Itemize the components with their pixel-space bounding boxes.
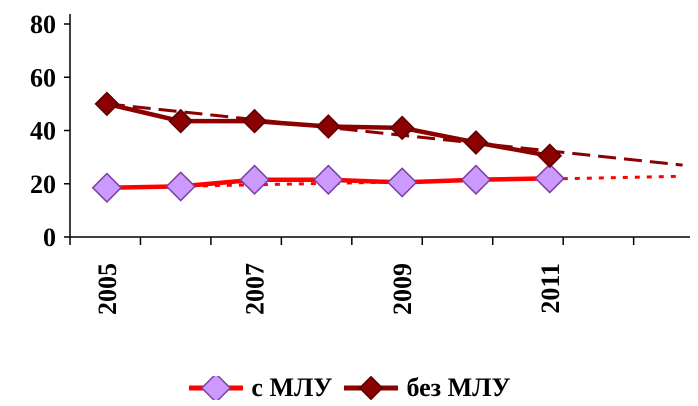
data-point-series-1 [313, 164, 344, 195]
data-point-series-2 [463, 130, 489, 155]
line-chart: 0 20 40 60 80 2005 2007 2009 2011 [30, 10, 690, 315]
y-tick-label: 0 [43, 223, 56, 252]
trend-lines [106, 102, 683, 190]
y-tick-label: 80 [30, 10, 56, 39]
data-series [91, 91, 565, 203]
x-tick-label: 2009 [388, 263, 417, 315]
data-point-series-1 [534, 163, 565, 194]
legend-entry-series-1: с МЛУ [187, 373, 332, 403]
data-point-series-1 [239, 164, 270, 195]
chart-legend: с МЛУ без МЛУ [0, 370, 698, 406]
x-tick-label: 2005 [93, 263, 122, 315]
legend-label-series-1: с МЛУ [251, 373, 333, 402]
x-tick-label: 2011 [536, 263, 565, 314]
y-tick-label: 60 [30, 63, 56, 92]
data-point-series-2 [94, 91, 120, 117]
data-point-series-1 [91, 172, 123, 203]
x-tick-label: 2007 [241, 263, 270, 315]
legend-marker-series-1 [189, 376, 244, 400]
legend-entry-series-2: без МЛУ [342, 373, 511, 403]
legend-marker-series-2 [344, 376, 399, 400]
data-point-series-1 [165, 171, 196, 202]
data-point-series-2 [537, 143, 563, 169]
data-point-series-1 [460, 164, 492, 195]
y-tick-label: 40 [30, 117, 56, 146]
y-axis: 0 20 40 60 80 [30, 10, 71, 252]
data-point-series-2 [242, 108, 267, 134]
y-tick-label: 20 [30, 170, 56, 199]
data-point-series-2 [389, 115, 415, 141]
trend-line-series-2 [106, 102, 683, 167]
data-point-series-2 [315, 114, 341, 139]
data-point-series-2 [168, 108, 194, 134]
legend-label-series-2: без МЛУ [406, 373, 511, 402]
x-axis: 2005 2007 2009 2011 [69, 236, 690, 315]
data-point-series-1 [386, 167, 418, 198]
